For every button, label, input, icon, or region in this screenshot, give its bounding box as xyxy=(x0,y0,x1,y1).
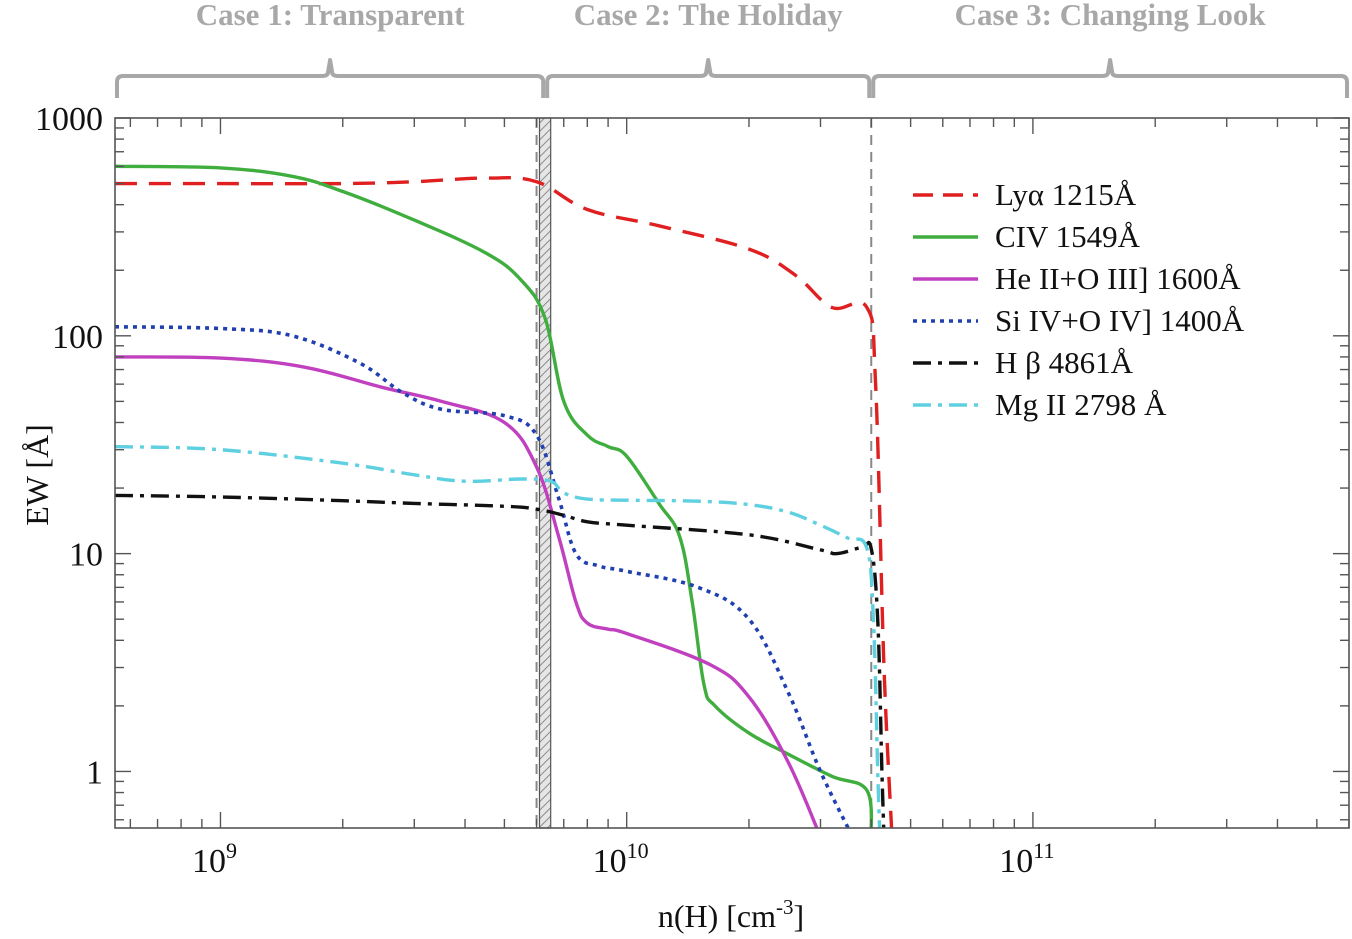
x-tick-label-base: 10 xyxy=(192,843,226,880)
x-axis-label-end: ] xyxy=(794,898,805,934)
case-label-1: Case 1: Transparent xyxy=(196,0,465,32)
legend-label-4: Si IV+O IV] 1400Å xyxy=(995,303,1245,338)
y-tick-label: 100 xyxy=(52,319,103,356)
series-line-3 xyxy=(115,355,819,828)
case-regions: Case 1: Transparent Case 2: The Holiday Ca… xyxy=(115,0,1349,98)
x-tick-label-base: 10 xyxy=(593,843,627,880)
x-tick-label: 1011 xyxy=(999,838,1054,880)
series-line-6 xyxy=(115,444,882,828)
legend-label-3: He II+O III] 1600Å xyxy=(995,261,1241,296)
x-axis-label-base: n(H) [cm xyxy=(658,898,776,934)
legend-label-1: Lyα 1215Å xyxy=(995,177,1137,212)
x-tick-label-exponent: 9 xyxy=(226,838,237,863)
legend: Lyα 1215Å CIV 1549Å He II+O III] 1600Å Si I… xyxy=(913,177,1245,422)
series-line-5 xyxy=(115,493,886,828)
case-brace-1 xyxy=(115,58,546,98)
legend-label-6: Mg II 2798 Å xyxy=(995,387,1167,422)
x-tick-label-exponent: 11 xyxy=(1033,838,1054,863)
series-line-2 xyxy=(115,164,874,828)
x-tick-label-base: 10 xyxy=(999,843,1033,880)
x-tick-label: 1010 xyxy=(593,838,649,880)
y-tick-label: 1000 xyxy=(35,101,103,138)
legend-label-2: CIV 1549Å xyxy=(995,219,1141,254)
case-label-2: Case 2: The Holiday xyxy=(574,0,843,32)
legend-label-5: H β 4861Å xyxy=(995,345,1134,380)
case-label-3: Case 3: Changing Look xyxy=(955,0,1267,32)
shaded-band-group xyxy=(535,117,873,829)
x-axis-label: n(H) [cm-3] xyxy=(658,895,804,934)
case-brace-2 xyxy=(545,58,872,98)
shaded-band xyxy=(538,117,552,829)
y-axis-label: EW [Å] xyxy=(19,424,55,526)
series-lines xyxy=(115,164,894,828)
plot-frame xyxy=(114,117,1350,829)
series-line-4 xyxy=(115,325,851,828)
x-axis-label-superscript: -3 xyxy=(776,895,794,919)
x-tick-label: 109 xyxy=(192,838,237,880)
series-line-1 xyxy=(115,176,894,828)
x-tick-label-exponent: 10 xyxy=(627,838,649,863)
y-tick-label: 1 xyxy=(86,754,103,791)
case-brace-3 xyxy=(871,58,1349,98)
y-tick-label: 10 xyxy=(69,537,103,574)
